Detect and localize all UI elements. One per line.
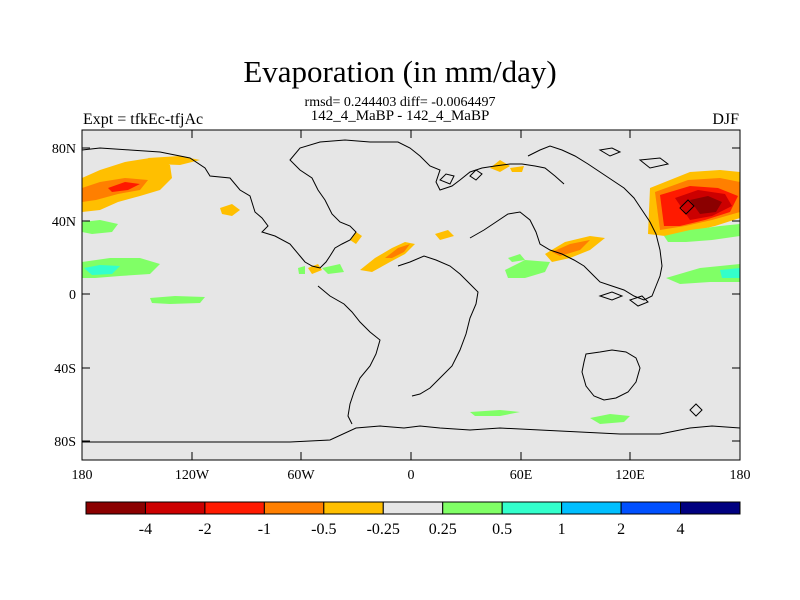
colorbar-label-3: -0.5 [311,521,336,538]
anomaly-atl-orange1 [350,232,362,244]
coast-australia [581,349,641,401]
anomaly-npac-cyan [84,265,120,275]
colorbar-label-5: 0.25 [429,521,457,538]
colorbar-labels: -4 -2 -1 -0.5 -0.25 0.25 0.5 1 2 4 [139,521,685,538]
coast-south-america [317,285,381,425]
lon-labels: 180 120W 60W 0 60E 120E 180 [72,468,751,483]
anomaly-epac-green-eq [666,264,740,284]
colorbar-swatch-8 [561,501,622,515]
experiment-label: Expt = tfkEc-tfjAc [83,111,204,128]
tick-marks [81,130,741,460]
coast-nz [689,403,703,417]
colorbar-label-8: 2 [617,521,625,538]
coast-antarctica [82,425,740,443]
anomaly-arctic-orange [148,156,200,165]
coast-indonesia [598,291,649,307]
lon-label-180e: 180 [730,468,751,483]
plot-title: Evaporation (in mm/day) [243,54,557,89]
colorbar-swatch-10 [680,501,741,515]
anomaly-indian-red [552,240,590,256]
anomaly-atl-green2 [322,264,344,274]
colorbar-swatch-6 [442,501,503,515]
colorbar-label-2: -1 [258,521,271,538]
anomaly-fields [82,156,740,424]
lon-label-180w: 180 [72,468,93,483]
lon-label-120e: 120E [615,468,645,483]
colorbar-swatch-7 [501,501,563,515]
colorbar-label-9: 4 [677,521,685,538]
anomaly-so-green [590,414,630,424]
anomaly-so-green2 [470,410,520,416]
lat-label-40n: 40N [52,215,76,230]
lat-label-80n: 80N [52,142,76,157]
colorbar-label-7: 1 [558,521,566,538]
coastlines [82,139,740,443]
case-subtitle: 142_4_MaBP - 142_4_MaBP [310,108,490,124]
colorbar-label-6: 0.5 [492,521,512,538]
colorbar-swatch-5 [382,501,444,515]
colorbar-swatch-2 [204,501,265,515]
map-background [82,130,740,460]
season-label: DJF [712,111,739,128]
anomaly-npac-west-red [108,182,140,192]
lat-labels: 80N 40N 0 40S 80S [52,142,76,450]
anomaly-epac-green [664,224,740,242]
anomaly-epac-cyan [720,268,740,278]
coast-japan [679,199,695,215]
colorbar-swatch-9 [620,501,682,515]
anomaly-atl-orange2 [308,264,322,274]
anomaly-eqpac-green [150,296,205,304]
anomaly-indian-green [505,260,550,278]
colorbar-label-4: -0.25 [367,521,400,538]
colorbar-label-1: -2 [198,521,211,538]
coast-eurasia [469,145,663,301]
lat-label-40s: 40S [54,362,76,377]
colorbar-label-0: -4 [139,521,152,538]
colorbar [85,501,741,515]
coast-north-america [82,139,565,269]
colorbar-swatch-4 [323,501,384,515]
lon-label-120w: 120W [175,468,210,483]
stats-line: rmsd= 0.244403 diff= -0.0064497 [304,95,496,110]
anomaly-atl-orange3 [435,230,454,240]
lon-label-60e: 60E [510,468,533,483]
anomaly-epac-darkred [690,196,722,214]
colorbar-swatch-1 [144,501,206,515]
anomaly-nwatl-orange [220,204,240,216]
lat-label-0: 0 [69,288,76,303]
lon-label-0: 0 [408,468,415,483]
coast-africa [397,255,479,397]
lon-label-60w: 60W [287,468,315,483]
lat-label-80s: 80S [54,435,76,450]
anomaly-indian-green2 [508,254,525,262]
anomaly-euro-red [385,244,410,258]
anomaly-arctic-orange2 [490,160,510,172]
anomaly-atl-green [298,266,305,274]
colorbar-swatch-3 [263,501,325,515]
colorbar-swatch-0 [85,501,146,515]
anomaly-arctic-orange3 [510,166,524,172]
anomaly-npac-west-green [82,220,118,234]
coast-arctic-islands [439,147,670,185]
